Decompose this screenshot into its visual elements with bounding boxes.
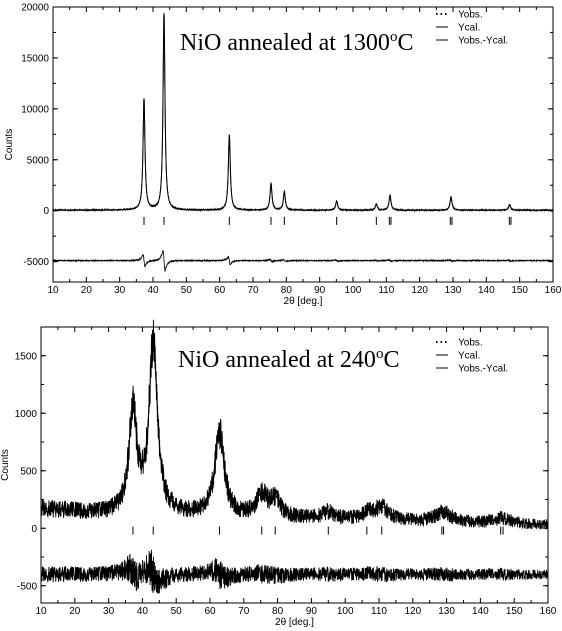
x-axis-ticks: 10 20 30 40 50 60 70 80 90 100 110 120 130 140 150 160 [35, 327, 557, 617]
x-tick-label: 80 [281, 285, 293, 296]
y-tick-label: 1500 [15, 351, 38, 362]
legend: Yobs. Ycal. Yobs.-Ycal. [436, 10, 508, 47]
difference-series [40, 549, 549, 594]
x-tick-label: 50 [171, 606, 183, 617]
x-tick-label: 140 [472, 606, 489, 617]
ycal-series [53, 13, 553, 211]
y-axis-label: Counts [0, 449, 11, 481]
chart-title: NiO annealed at 240oC [178, 346, 399, 373]
x-tick-label: 110 [371, 606, 387, 617]
x-tick-label: 60 [214, 285, 226, 296]
legend-entry-diff: Yobs.-Ycal. [458, 364, 508, 375]
x-tick-label: 100 [345, 285, 362, 296]
x-tick-label: 80 [272, 606, 284, 617]
y-tick-label: 20000 [21, 3, 49, 14]
y-axis-label: Counts [4, 129, 15, 161]
chart-panel-1300C: -5000 0 5000 10000 15000 20000 10 20 30 40 50 60 70… [4, 3, 562, 308]
legend-entry-diff: Yobs.-Ycal. [458, 36, 508, 47]
x-axis-ticks: 10 20 30 40 50 60 70 80 90 100 110 120 130 140 150 160 [47, 7, 562, 296]
legend-entry-ycal: Ycal. [458, 23, 480, 34]
x-tick-label: 50 [181, 285, 193, 296]
title-suffix: C [397, 30, 413, 56]
y-tick-label: 1000 [15, 409, 38, 420]
x-tick-label: 60 [204, 606, 216, 617]
x-tick-label: 70 [238, 606, 250, 617]
legend-entry-yobs: Yobs. [458, 338, 483, 349]
x-tick-label: 130 [438, 606, 455, 617]
y-tick-label: 15000 [21, 53, 49, 64]
x-tick-label: 110 [378, 285, 394, 296]
ycal-series [40, 339, 548, 525]
x-tick-label: 150 [511, 285, 528, 296]
reflection-markers [132, 526, 504, 535]
title-suffix: C [383, 347, 399, 373]
x-tick-label: 10 [47, 285, 59, 296]
x-tick-label: 90 [306, 606, 318, 617]
chart-title: NiO annealed at 1300oC [180, 29, 413, 56]
y-tick-label: 10000 [21, 104, 49, 115]
y-tick-label: 0 [43, 206, 49, 217]
x-tick-label: 90 [314, 285, 326, 296]
legend: Yobs. Ycal. Yobs.-Ycal. [436, 338, 508, 375]
title-prefix: NiO annealed at 240 [178, 347, 376, 373]
x-tick-label: 40 [137, 606, 149, 617]
x-tick-label: 130 [445, 285, 462, 296]
x-tick-label: 150 [506, 606, 523, 617]
x-tick-label: 30 [114, 285, 126, 296]
x-tick-label: 10 [35, 606, 47, 617]
y-tick-label: -500 [17, 581, 37, 592]
x-tick-label: 160 [540, 606, 557, 617]
y-tick-label: 500 [20, 466, 37, 477]
x-tick-label: 20 [81, 285, 93, 296]
y-tick-label: 0 [31, 524, 37, 535]
x-tick-label: 100 [337, 606, 354, 617]
x-tick-label: 30 [103, 606, 115, 617]
x-tick-label: 70 [247, 285, 259, 296]
x-tick-label: 40 [147, 285, 159, 296]
difference-series [52, 250, 554, 273]
title-prefix: NiO annealed at 1300 [180, 30, 390, 56]
x-axis-label: 2θ [deg.] [275, 617, 314, 628]
reflection-markers [143, 216, 512, 225]
y-tick-label: -5000 [23, 257, 49, 268]
x-axis-label: 2θ [deg.] [284, 296, 323, 307]
x-tick-label: 120 [411, 285, 428, 296]
yobs-series [40, 319, 549, 530]
title-superscript: o [390, 29, 398, 45]
title-superscript: o [376, 346, 384, 362]
x-tick-label: 140 [478, 285, 495, 296]
x-tick-label: 120 [404, 606, 421, 617]
x-tick-label: 20 [69, 606, 81, 617]
chart-panel-240C: -500 0 500 1000 1500 10 20 30 40 50 60 70 80 90 100 11… [0, 319, 557, 628]
y-tick-label: 5000 [27, 155, 50, 166]
legend-entry-ycal: Ycal. [458, 351, 480, 362]
x-tick-label: 160 [545, 285, 562, 296]
legend-entry-yobs: Yobs. [458, 10, 483, 21]
